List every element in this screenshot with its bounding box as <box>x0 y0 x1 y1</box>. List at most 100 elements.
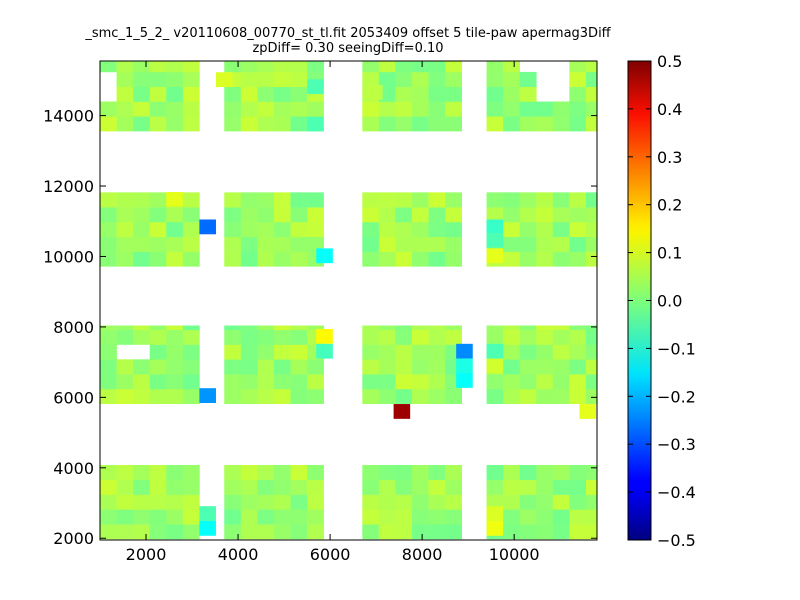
heatmap-cell <box>182 329 200 345</box>
heatmap-cell-highlight <box>486 248 504 264</box>
heatmap-cell <box>536 344 554 360</box>
heatmap-cell <box>569 494 587 510</box>
heatmap-cell <box>290 464 308 481</box>
heatmap-cell <box>307 494 324 510</box>
heatmap-cell <box>445 221 463 238</box>
heatmap-cell <box>445 60 463 73</box>
heatmap-cell <box>569 86 587 102</box>
heatmap-cell-highlight <box>456 358 473 374</box>
heatmap-cell <box>116 251 134 267</box>
heatmap-cell <box>503 221 520 238</box>
heatmap-cell <box>569 71 587 88</box>
heatmap-cell <box>182 116 200 132</box>
colorbar-axis: 0.5 0.4 0.3 0.2 0.1 0.0 −0.1 −0.2 −0.3 −0.4 −0.5 <box>628 52 696 550</box>
heatmap-cell <box>519 509 537 525</box>
heatmap-cell <box>428 101 446 117</box>
heatmap-cell <box>307 101 324 117</box>
heatmap-cell <box>116 325 134 331</box>
heatmap-cell <box>519 192 537 208</box>
heatmap-cell <box>585 251 598 267</box>
heatmap-cell <box>290 325 308 331</box>
heatmap-cell <box>536 236 554 252</box>
heatmap-cell <box>585 325 598 331</box>
heatmap-cell <box>445 116 463 132</box>
heatmap-cell <box>585 374 598 390</box>
heatmap-cell <box>166 329 184 345</box>
heatmap-cell <box>240 86 258 102</box>
heatmap-cell <box>503 479 520 495</box>
heatmap-cell <box>585 116 598 132</box>
heatmap-cell <box>182 71 200 88</box>
heatmap-cell <box>428 86 446 102</box>
colorbar-tick-label: −0.5 <box>657 531 696 550</box>
heatmap-cell <box>486 325 504 331</box>
heatmap-cell <box>445 464 463 481</box>
heatmap-cell <box>116 359 134 375</box>
heatmap-cell <box>378 192 396 208</box>
heatmap-cell <box>100 101 117 117</box>
heatmap-cell <box>100 325 117 331</box>
y-tick-label: 4000 <box>53 459 94 478</box>
heatmap-cell <box>536 374 554 390</box>
heatmap-cell <box>224 524 242 540</box>
y-tick-label: 14000 <box>43 107 94 126</box>
heatmap-cell <box>166 494 184 510</box>
heatmap-cell <box>445 524 463 540</box>
heatmap-cell <box>395 479 413 495</box>
heatmap-cell <box>224 374 242 390</box>
heatmap-cell <box>182 236 200 252</box>
heatmap-cell <box>149 509 167 525</box>
heatmap-cell <box>100 192 117 208</box>
heatmap-cell <box>100 329 117 345</box>
heatmap-cell <box>290 359 308 375</box>
heatmap-cell <box>116 524 134 540</box>
heatmap-cell-highlight <box>486 343 504 359</box>
heatmap-cell <box>182 221 200 238</box>
heatmap-cell <box>133 86 150 102</box>
y-tick-label: 10000 <box>43 247 94 266</box>
heatmap-cell <box>133 60 150 73</box>
x-tick-label: 6000 <box>310 545 351 564</box>
heatmap-cell <box>552 207 570 223</box>
heatmap-cell <box>182 374 200 390</box>
heatmap-cell <box>395 236 413 252</box>
colorbar-tick-label: −0.2 <box>657 387 696 406</box>
heatmap-cell <box>257 359 275 375</box>
heatmap-cell <box>116 509 134 525</box>
heatmap-cell <box>290 494 308 510</box>
heatmap-cell <box>445 251 463 267</box>
heatmap-cell <box>503 344 520 360</box>
heatmap-cell-highlight <box>316 343 333 359</box>
heatmap-cell <box>445 509 463 525</box>
y-tick-label: 2000 <box>53 529 94 548</box>
heatmap-cell <box>395 524 413 540</box>
heatmap-cell <box>378 221 396 238</box>
heatmap-cell <box>519 325 537 331</box>
heatmap-cell <box>290 221 308 238</box>
heatmap-cell <box>307 60 324 73</box>
heatmap-cell <box>362 388 380 404</box>
heatmap-cell <box>149 374 167 390</box>
heatmap-cell <box>240 524 258 540</box>
heatmap-cell <box>166 116 184 132</box>
heatmap-cell <box>486 479 504 495</box>
heatmap-cell <box>362 116 380 132</box>
heatmap-cell <box>116 388 134 404</box>
heatmap-cell <box>585 464 598 481</box>
heatmap-cell <box>585 101 598 117</box>
heatmap-cell <box>378 464 396 481</box>
heatmap-cell <box>486 374 504 390</box>
heatmap-cell <box>240 101 258 117</box>
heatmap-cell <box>486 207 504 223</box>
heatmap-cell <box>445 192 463 208</box>
heatmap-cell <box>412 101 429 117</box>
colorbar-tick-label: 0.3 <box>657 148 682 167</box>
heatmap-cell <box>569 207 587 223</box>
heatmap-cell <box>585 71 598 88</box>
heatmap-cell <box>182 509 200 525</box>
heatmap-cell <box>395 329 413 345</box>
heatmap-cell <box>133 325 150 331</box>
heatmap-cell <box>536 116 554 132</box>
heatmap-cell <box>273 325 291 331</box>
heatmap-cell <box>585 207 598 223</box>
